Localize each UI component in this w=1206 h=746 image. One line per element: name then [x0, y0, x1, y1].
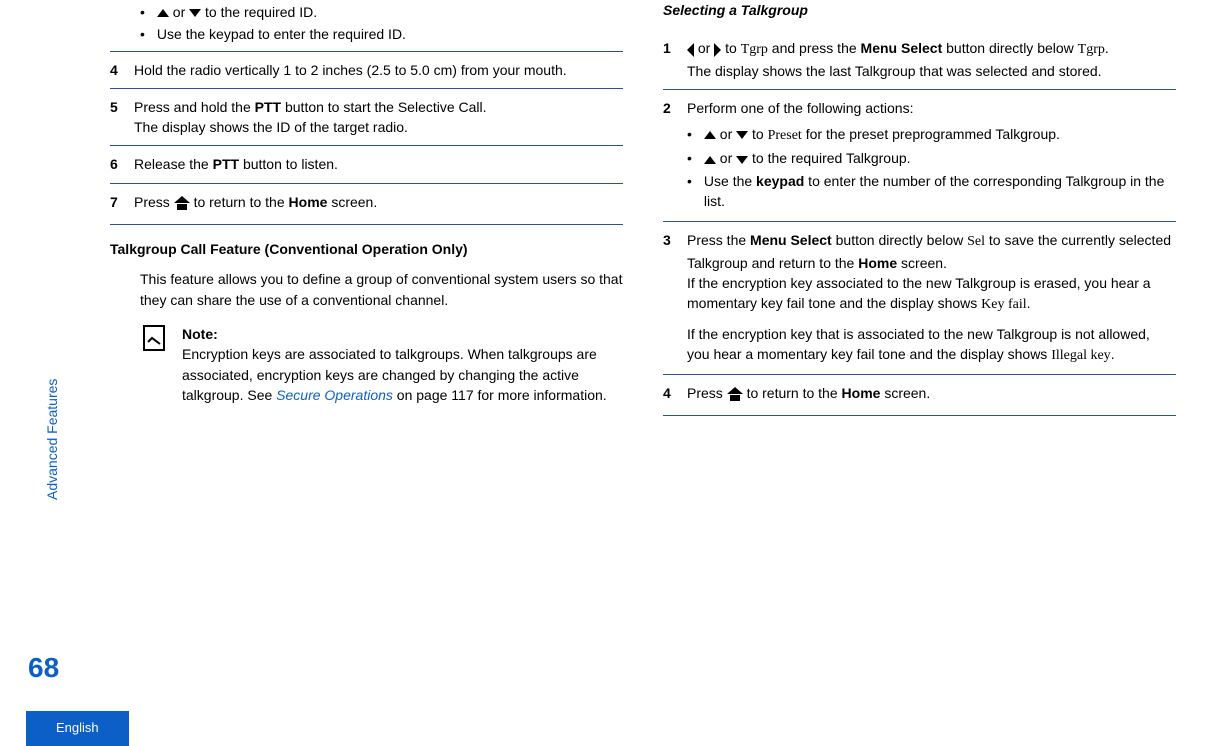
list-item: or to Preset for the preset preprogramme… [687, 124, 1176, 146]
language-tab: English [26, 711, 129, 746]
heading: Selecting a Talkgroup [663, 0, 1176, 20]
step-row: 4 Hold the radio vertically 1 to 2 inche… [110, 51, 623, 88]
step-body: Release the PTT button to listen. [134, 154, 623, 174]
step-body: Hold the radio vertically 1 to 2 inches … [134, 60, 623, 80]
list-item: or to the required Talkgroup. [687, 148, 1176, 168]
up-arrow-icon [704, 131, 716, 139]
note-label: Note: [182, 324, 623, 344]
link[interactable]: Secure Operations [276, 387, 393, 403]
list-item: Use the keypad to enter the number of th… [687, 171, 1176, 212]
sidebar: Advanced Features 68 English [0, 0, 65, 746]
section-label: Advanced Features [42, 379, 62, 500]
down-arrow-icon [736, 131, 748, 139]
step-number: 2 [663, 98, 687, 213]
step-row: 1 or to Tgrp and press the Menu Select b… [663, 30, 1176, 89]
home-icon [727, 387, 743, 401]
right-column: Selecting a Talkgroup 1 or to Tgrp and p… [663, 0, 1176, 746]
heading: Talkgroup Call Feature (Conventional Ope… [110, 239, 623, 259]
step-number: 4 [110, 60, 134, 80]
step-row: 7 Press to return to the Home screen. [110, 183, 623, 220]
list-item: Use the keypad to enter the required ID. [140, 24, 623, 44]
step-number: 1 [663, 38, 687, 81]
step-number: 7 [110, 192, 134, 212]
bullet-text: or to the required ID. [157, 2, 623, 22]
left-column: or to the required ID. Use the keypad to… [110, 0, 623, 746]
down-arrow-icon [736, 156, 748, 164]
up-arrow-icon [704, 156, 716, 164]
note-box: Note: Encryption keys are associated to … [140, 324, 623, 405]
step-row: 3 Press the Menu Select button directly … [663, 221, 1176, 374]
down-arrow-icon [189, 9, 201, 17]
step-body: Press to return to the Home screen. [687, 383, 1176, 403]
home-icon [174, 196, 190, 210]
note-icon [140, 324, 168, 405]
step-number: 3 [663, 230, 687, 366]
step-body: Press to return to the Home screen. [134, 192, 623, 212]
step-number: 6 [110, 154, 134, 174]
step-row: 6 Release the PTT button to listen. [110, 145, 623, 182]
step-row: 5 Press and hold the PTT button to start… [110, 88, 623, 146]
step-number: 5 [110, 97, 134, 138]
step-body: Press the Menu Select button directly be… [687, 230, 1176, 366]
page-number: 68 [28, 648, 59, 689]
step-number: 4 [663, 383, 687, 403]
step-row: 2 Perform one of the following actions: … [663, 89, 1176, 221]
bullet-text: Use the keypad to enter the required ID. [157, 24, 623, 44]
note-body: Note: Encryption keys are associated to … [182, 324, 623, 405]
list-item: or to the required ID. [140, 2, 623, 22]
up-arrow-icon [157, 9, 169, 17]
step-body: Perform one of the following actions: or… [687, 98, 1176, 213]
step-row: 4 Press to return to the Home screen. [663, 374, 1176, 411]
bullet-list: or to the required ID. Use the keypad to… [110, 0, 623, 47]
step-body: or to Tgrp and press the Menu Select but… [687, 38, 1176, 81]
step-body: Press and hold the PTT button to start t… [134, 97, 623, 138]
left-arrow-icon [687, 43, 694, 57]
content: or to the required ID. Use the keypad to… [65, 0, 1206, 746]
intro-text: This feature allows you to define a grou… [140, 269, 623, 310]
